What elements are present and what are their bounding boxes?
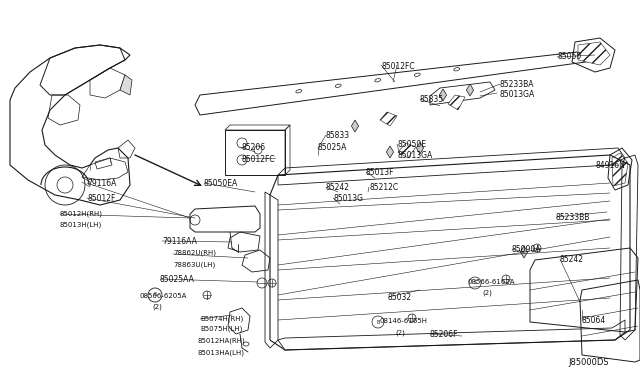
Polygon shape <box>440 89 447 101</box>
Text: 84916N: 84916N <box>595 161 625 170</box>
Text: (2): (2) <box>152 304 162 311</box>
Text: 79116A: 79116A <box>87 179 116 188</box>
Text: 85050EA: 85050EA <box>204 179 238 188</box>
Text: B: B <box>376 320 380 324</box>
Polygon shape <box>351 120 358 132</box>
Text: S: S <box>153 292 157 298</box>
Polygon shape <box>520 246 527 258</box>
Text: 85025AA: 85025AA <box>160 275 195 284</box>
Text: 85206: 85206 <box>241 143 265 152</box>
Text: 85833: 85833 <box>326 131 350 140</box>
Polygon shape <box>467 84 474 96</box>
Text: 85013H(LH): 85013H(LH) <box>60 221 102 228</box>
Text: 85835: 85835 <box>420 95 444 104</box>
Polygon shape <box>417 142 424 154</box>
Text: 08566-6162A: 08566-6162A <box>468 279 515 285</box>
Text: 85012FC: 85012FC <box>381 62 415 71</box>
Polygon shape <box>612 153 628 186</box>
Text: 85090A: 85090A <box>512 245 541 254</box>
Text: 85050: 85050 <box>557 52 581 61</box>
Text: B5075H(LH): B5075H(LH) <box>200 326 243 333</box>
Polygon shape <box>387 146 394 158</box>
Text: 85064: 85064 <box>582 316 606 325</box>
Polygon shape <box>380 112 397 126</box>
Text: 85242: 85242 <box>560 255 584 264</box>
Text: 85032: 85032 <box>388 293 412 302</box>
Text: 85013G: 85013G <box>333 194 363 203</box>
Polygon shape <box>578 42 610 65</box>
Text: 08146-6165H: 08146-6165H <box>380 318 428 324</box>
Text: (2): (2) <box>482 290 492 296</box>
Text: 85013HA(LH): 85013HA(LH) <box>197 349 244 356</box>
Text: J85000DS: J85000DS <box>568 358 609 367</box>
Text: 78863U(LH): 78863U(LH) <box>173 261 215 267</box>
Text: 85242: 85242 <box>326 183 350 192</box>
Text: 85012H(RH): 85012H(RH) <box>60 210 103 217</box>
Text: 85233BB: 85233BB <box>556 213 590 222</box>
Text: 79116AA: 79116AA <box>162 237 197 246</box>
Text: 08566-6205A: 08566-6205A <box>140 293 188 299</box>
Text: 78862U(RH): 78862U(RH) <box>173 250 216 257</box>
Text: 85233BA: 85233BA <box>500 80 534 89</box>
Text: 85012FC: 85012FC <box>241 155 275 164</box>
Polygon shape <box>120 75 132 95</box>
Polygon shape <box>398 143 416 158</box>
Text: 85012HA(RH): 85012HA(RH) <box>197 338 244 344</box>
Polygon shape <box>448 95 465 110</box>
Text: (2): (2) <box>395 329 405 336</box>
Text: 85012F: 85012F <box>87 194 115 203</box>
Text: S: S <box>473 280 477 285</box>
Text: 85013F: 85013F <box>366 168 394 177</box>
Text: 85013GA: 85013GA <box>397 151 432 160</box>
Text: B5074H(RH): B5074H(RH) <box>200 315 243 321</box>
Text: 85025A: 85025A <box>318 143 348 152</box>
Text: 85212C: 85212C <box>369 183 398 192</box>
Text: 85013GA: 85013GA <box>500 90 535 99</box>
Text: 85206F: 85206F <box>430 330 458 339</box>
Text: 85050E: 85050E <box>397 140 426 149</box>
